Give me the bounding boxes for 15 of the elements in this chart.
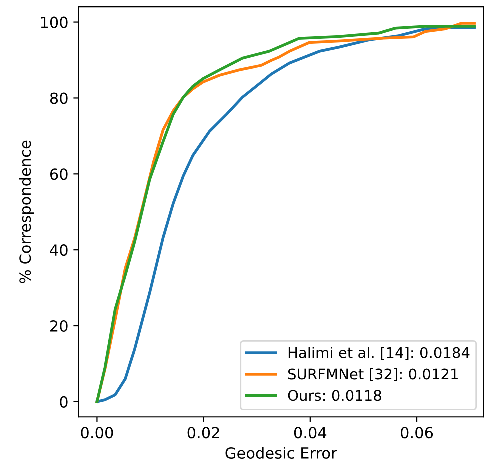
legend-label: Ours: 0.0118: [288, 390, 382, 402]
y-tick-label: 40: [50, 244, 68, 256]
y-tick-label: 80: [50, 92, 68, 104]
x-tick-label: 0.02: [188, 427, 220, 439]
x-tick-label: 0.00: [81, 427, 114, 439]
y-tick-label: 60: [50, 168, 68, 180]
legend-label: Halimi et al. [14]: 0.0184: [288, 347, 470, 360]
x-axis-title: Geodesic Error: [226, 447, 338, 460]
x-tick-label: 0.06: [401, 427, 434, 439]
legend-label: SURFMNet [32]: 0.0121: [288, 368, 458, 382]
y-tick-label: 20: [50, 320, 68, 332]
y-tick-label: 0: [60, 396, 68, 408]
x-tick-label: 0.04: [294, 427, 327, 439]
y-tick-label: 100: [41, 16, 68, 28]
y-axis-title: % Correspondence: [19, 140, 34, 284]
